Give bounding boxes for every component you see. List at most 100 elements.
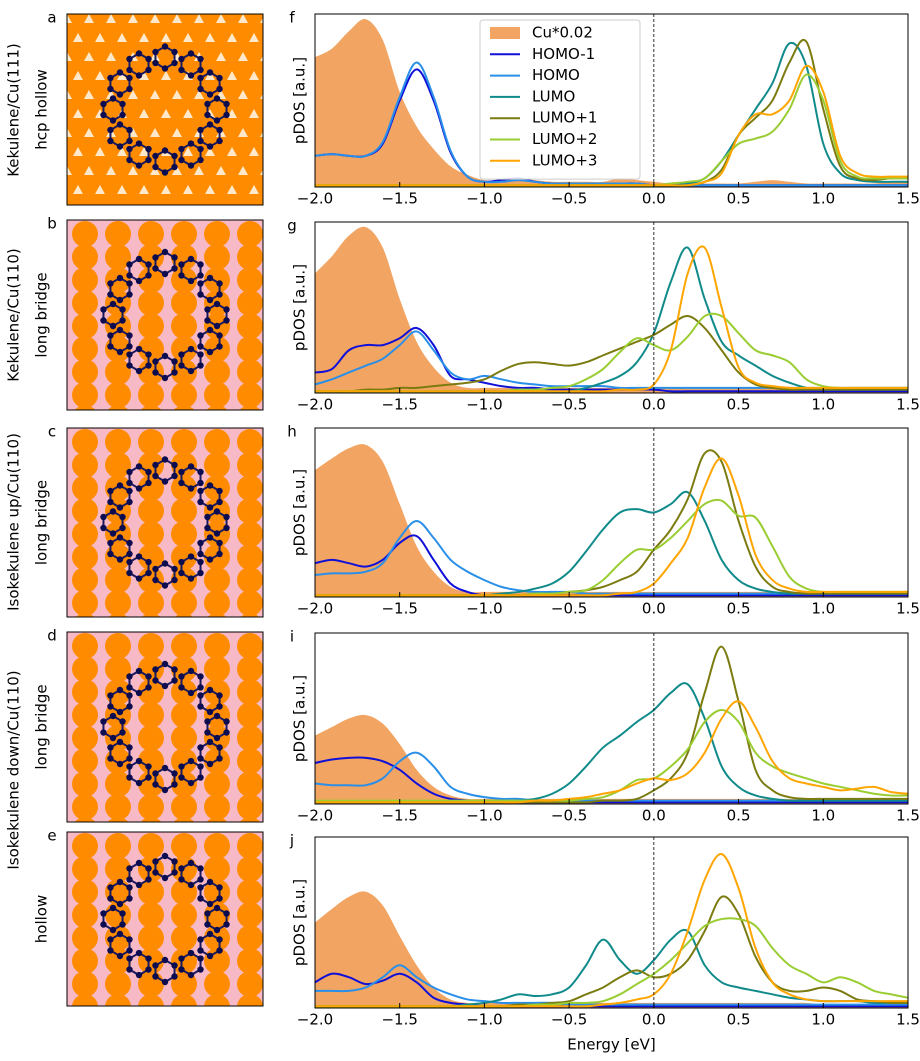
y-axis-label: pDOS [a.u.] (291, 879, 309, 966)
molecule-atom (109, 300, 117, 308)
cu-atom (171, 221, 197, 247)
cu-atom (204, 429, 230, 455)
molecule-atom (119, 524, 126, 532)
molecule-atom (161, 352, 169, 360)
molecule-atom (116, 878, 124, 886)
hollow-site (139, 185, 149, 194)
cu-atom (105, 336, 131, 362)
molecule-atom (152, 358, 159, 365)
cu-atom (171, 679, 197, 705)
molecule-atom (152, 770, 159, 777)
cu-atom (72, 498, 98, 524)
cu-atom (204, 633, 230, 659)
molecule-atom (197, 55, 204, 63)
hollow-site (249, 71, 259, 80)
system-name: Isokekulene up/Cu(110) (5, 433, 23, 611)
hollow-site (260, 131, 263, 137)
molecule-atom (116, 504, 124, 511)
molecule-atom (206, 348, 214, 356)
molecule-atom (178, 468, 185, 476)
molecule-atom (116, 348, 124, 356)
cu-atom (206, 817, 228, 822)
molecule-atom (204, 910, 211, 917)
molecule-atom (152, 869, 159, 876)
molecule-atom (126, 955, 133, 962)
molecule-atom (171, 152, 178, 160)
hollow-site (67, 90, 72, 99)
cu-atom (72, 475, 98, 501)
plot-area (315, 645, 908, 804)
cu-atom (171, 244, 197, 270)
molecule-atom (116, 738, 124, 746)
cu-atom (72, 679, 98, 705)
cu-atom (72, 429, 98, 455)
molecule-atom (100, 718, 107, 725)
molecule-atom (119, 729, 126, 736)
line (315, 700, 908, 804)
x-tick-label: 0.0 (642, 396, 666, 414)
molecule-atom (197, 145, 204, 153)
cu-atom (204, 971, 230, 997)
cu-atom (138, 748, 164, 774)
hollow-site (249, 109, 259, 118)
molecule-atom (152, 369, 159, 376)
molecule-atom (119, 513, 126, 521)
molecule-atom (178, 955, 185, 962)
hollow-site (84, 128, 94, 137)
cu-atom (171, 452, 197, 478)
molecule-atom (216, 74, 223, 82)
hollow-site (183, 109, 193, 118)
cu-atom (138, 221, 164, 247)
molecule-atom (109, 530, 117, 537)
cu-atom (141, 613, 161, 617)
surface (67, 832, 263, 1006)
molecule-atom (197, 936, 204, 943)
molecule-atom (145, 261, 152, 268)
hollow-site (106, 14, 116, 23)
molecule-atom (126, 703, 133, 710)
x-tick-label: −2.0 (297, 807, 333, 825)
cu-atom (72, 336, 98, 362)
molecule-atom (107, 539, 114, 547)
cu-atom (72, 656, 98, 682)
cu-atom (72, 221, 98, 247)
x-tick-label: 0.0 (642, 807, 666, 825)
molecule-atom (187, 485, 195, 492)
cu-atom (140, 405, 162, 410)
cu-atom (240, 613, 260, 617)
molecule-atom (213, 300, 221, 308)
cu-atom (204, 382, 230, 408)
molecule-atom (161, 374, 169, 382)
molecule-atom (178, 55, 185, 63)
image-frame (66, 831, 264, 1007)
molecule-atom (187, 949, 195, 957)
cu-atom (174, 613, 194, 617)
axes-frame (314, 632, 909, 805)
structure-label: d (47, 627, 57, 645)
molecule-atom (206, 69, 214, 76)
hollow-site (117, 71, 127, 80)
cu-atom (237, 702, 263, 728)
x-tick-label: 1.5 (896, 190, 920, 208)
hollow-site (84, 166, 94, 175)
hollow-site (95, 71, 105, 80)
hollow-site (172, 90, 182, 99)
molecule-atom (206, 143, 214, 150)
molecule-atom (109, 322, 117, 330)
molecule-atom (187, 463, 195, 470)
molecule-atom (223, 317, 230, 324)
molecule-atom (178, 673, 185, 680)
molecule-atom (161, 147, 169, 154)
molecule-atom (135, 162, 143, 169)
molecule-atom (216, 539, 223, 547)
molecule-atom (126, 55, 133, 63)
hollow-site (128, 14, 138, 23)
adsorption-site: long bridge (33, 480, 51, 565)
molecule-atom (206, 686, 214, 694)
cu-atom (237, 925, 263, 951)
cu-atom (204, 879, 230, 905)
molecule-atom (197, 66, 204, 74)
cu-atom (237, 679, 263, 705)
cu-atom (72, 725, 98, 751)
molecule-atom (204, 718, 211, 725)
